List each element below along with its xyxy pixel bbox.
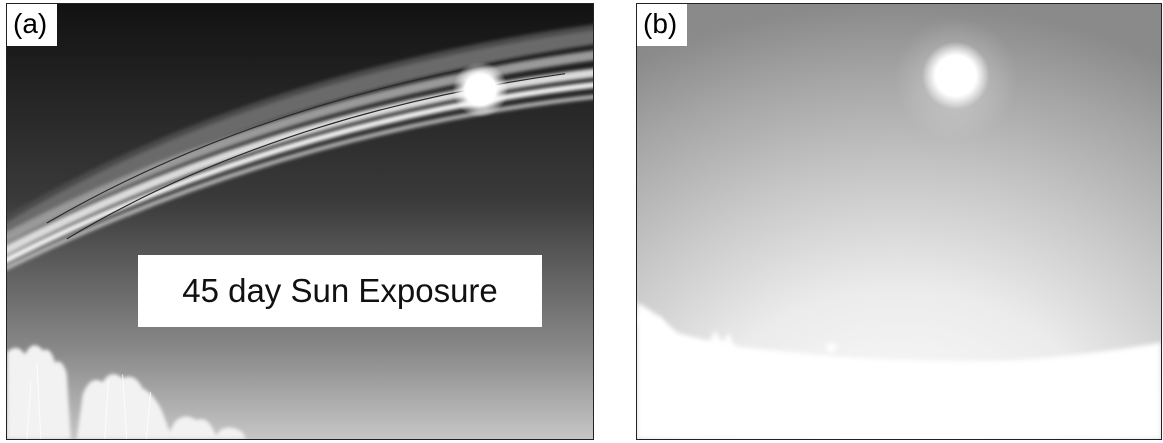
sky-image-clean xyxy=(637,4,1161,439)
sky-image-degraded xyxy=(7,4,593,439)
panel-b: (b) xyxy=(636,3,1162,440)
exposure-caption: 45 day Sun Exposure xyxy=(138,255,542,327)
panel-a: (a) 45 day Sun Exposure xyxy=(6,3,594,440)
sun-glare xyxy=(452,61,509,118)
sun-glare xyxy=(921,41,990,110)
panel-a-label: (a) xyxy=(7,4,58,46)
panel-b-label: (b) xyxy=(637,4,688,46)
